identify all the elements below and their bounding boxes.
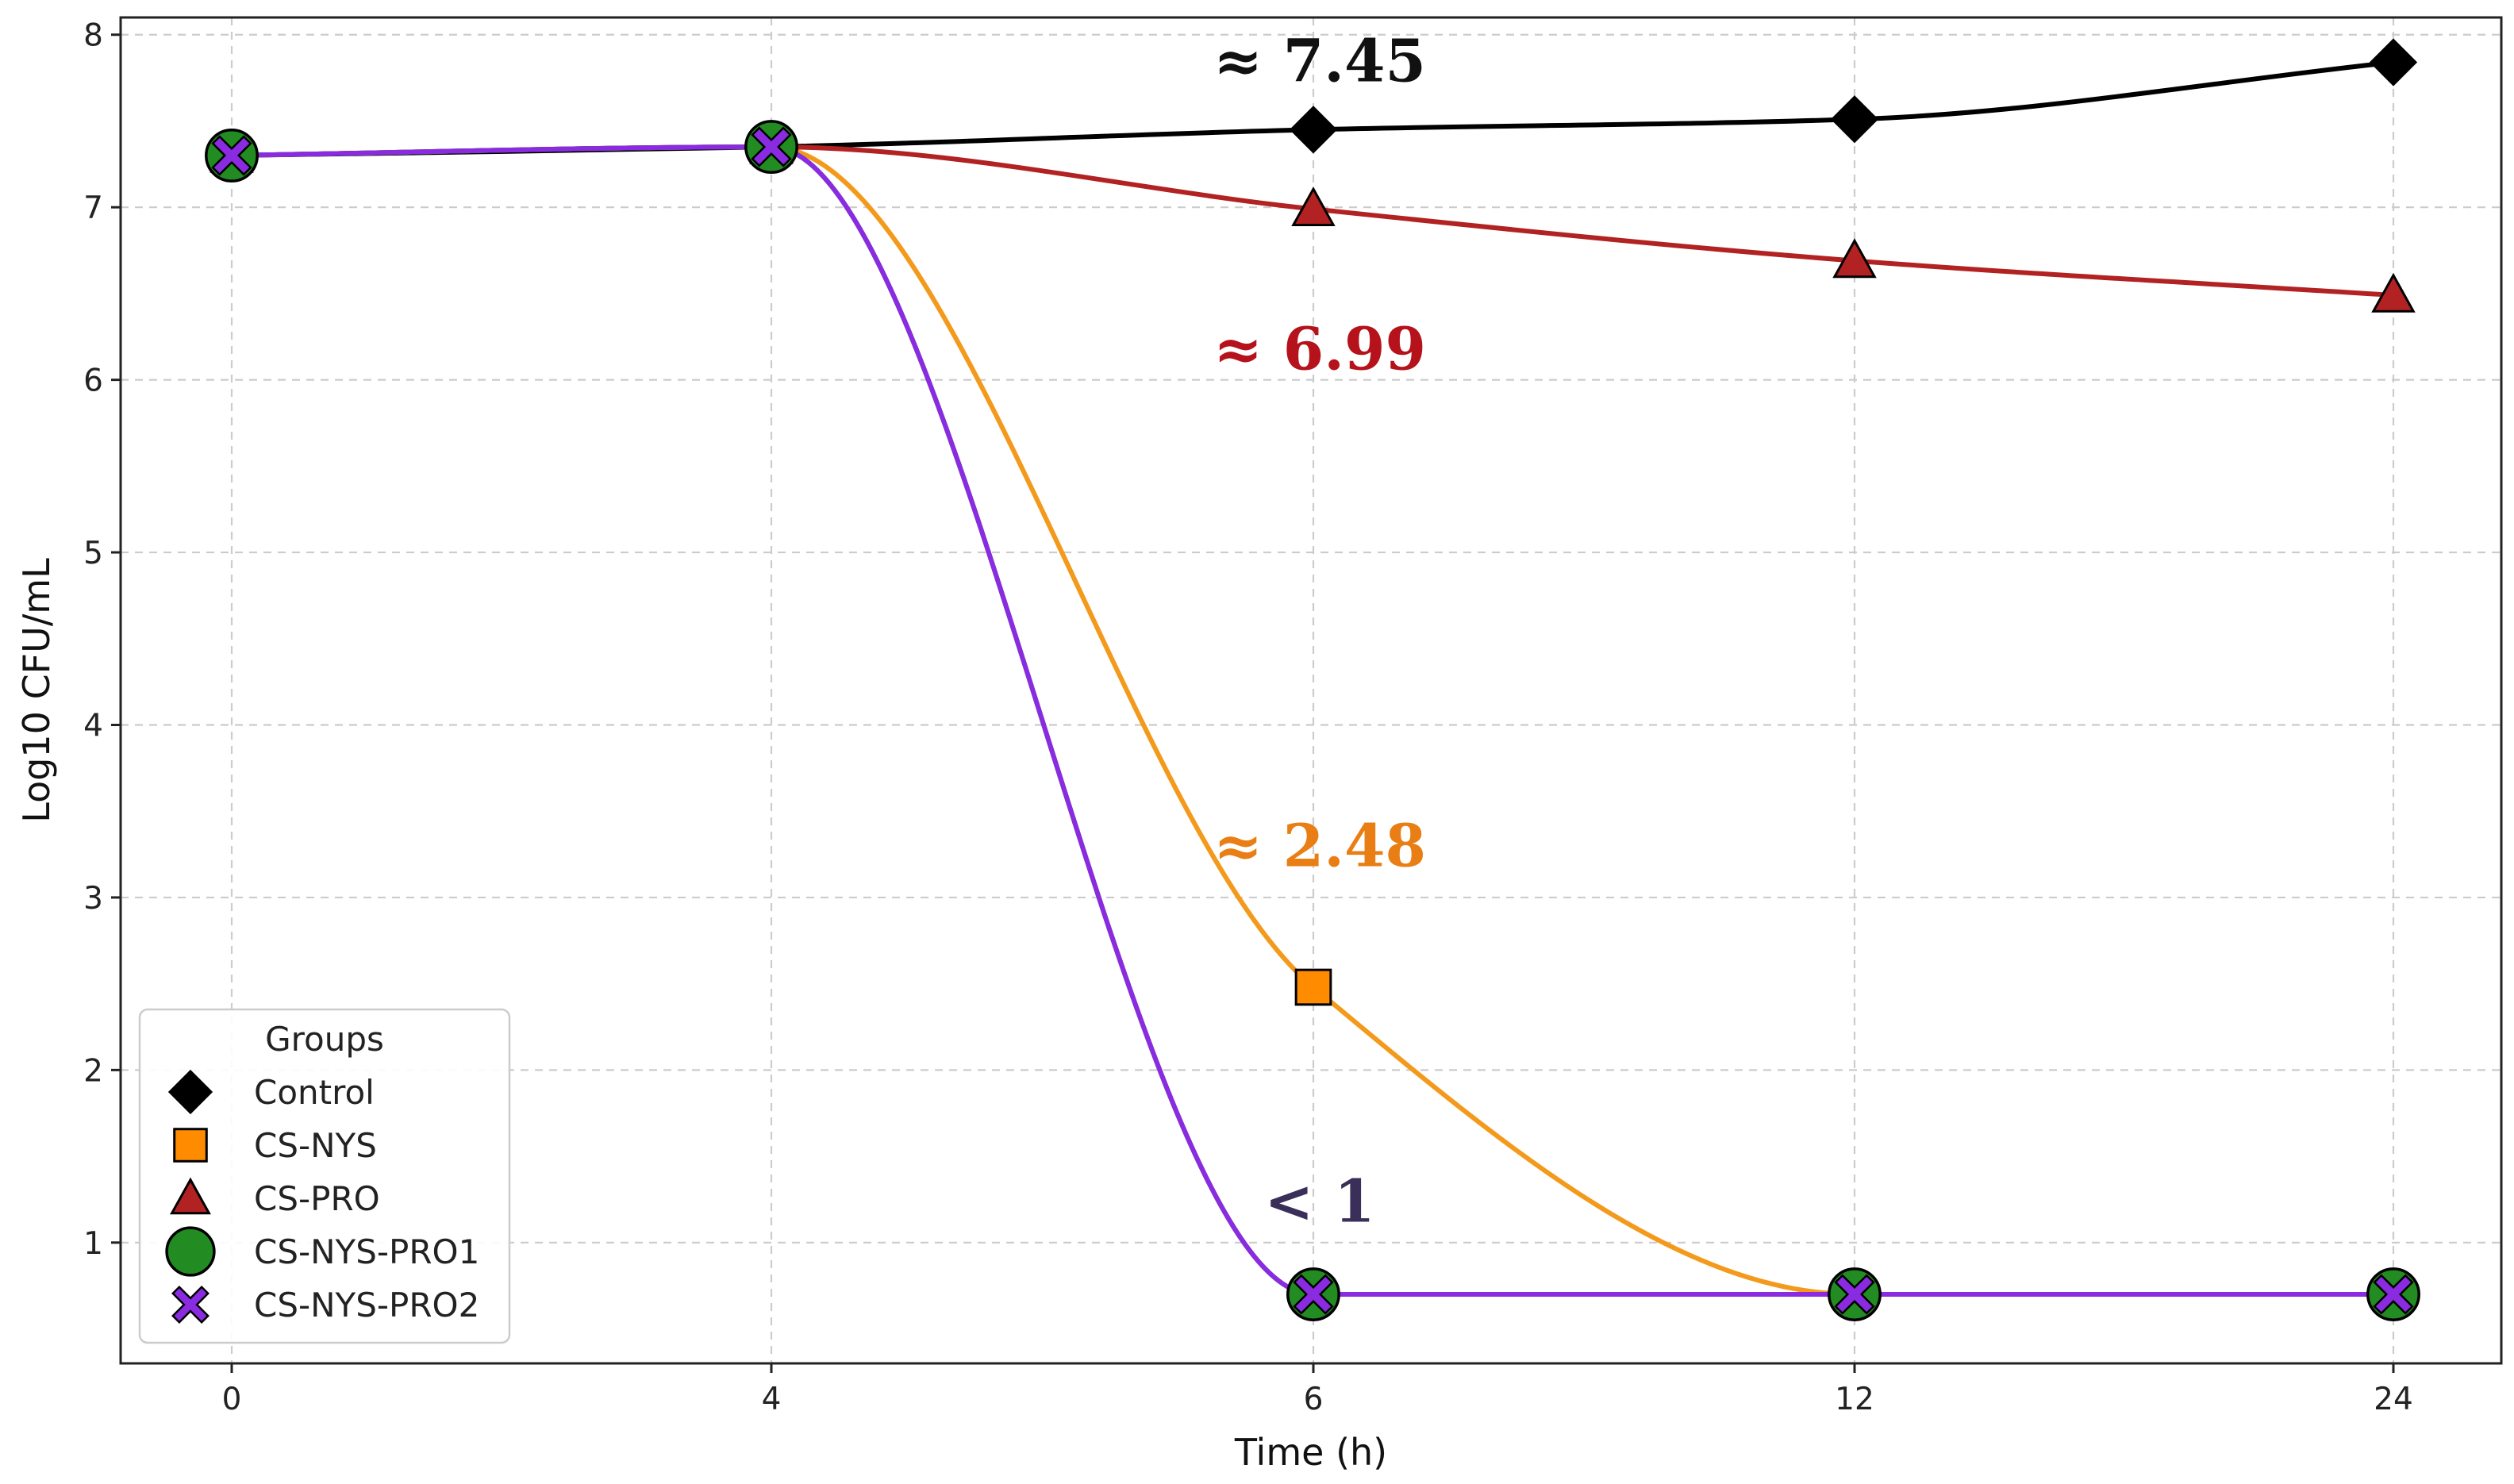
x-tick-label: 12	[1835, 1382, 1874, 1417]
marker-cs-nys-pro2-6h	[1293, 1274, 1334, 1315]
legend-marker-cs-pro	[170, 1177, 211, 1215]
y-tick-label: 2	[83, 1053, 103, 1089]
legend-marker-control	[167, 1069, 213, 1115]
marker-cs-nys-pro2-0h	[211, 135, 252, 176]
y-tick-label: 8	[83, 18, 103, 54]
y-tick-label: 1	[83, 1226, 103, 1262]
annotation-label: ≈ 2.48	[1213, 813, 1426, 881]
marker-control-6h	[1289, 106, 1338, 154]
legend-label-cs-nys: CS-NYS	[254, 1126, 377, 1165]
marker-cs-nys-pro2-12h	[1834, 1274, 1875, 1315]
plot-frame	[119, 16, 2503, 1365]
marker-cs-nys-pro2-4h	[751, 126, 792, 167]
annotation-label: ≈ 7.45	[1213, 27, 1426, 95]
legend-title: Groups	[265, 1020, 384, 1059]
annotation-label: < 1	[1264, 1168, 1374, 1236]
series-line-cs-nys-pro2	[229, 144, 2396, 1298]
marker-control-12h	[1830, 95, 1879, 144]
marker-control-24h	[2369, 38, 2418, 87]
y-axis-label: Log10 CFU/mL	[15, 558, 58, 823]
y-tick-label: 3	[83, 881, 103, 917]
series-markers	[205, 38, 2420, 1321]
legend: Groups Control CS-NYS CS-PRO CS-NYS-PRO1 CS-…	[138, 1008, 511, 1344]
marker-cs-pro-6h	[1291, 186, 1336, 227]
marker-cs-pro-24h	[2371, 272, 2416, 313]
x-axis-label: Time (h)	[1234, 1431, 1387, 1474]
y-tick-label: 6	[83, 363, 103, 399]
y-tick-label: 5	[83, 536, 103, 571]
marker-cs-nys-6h	[1294, 968, 1332, 1006]
y-tick-label: 7	[83, 190, 103, 226]
x-tick-label: 0	[222, 1382, 242, 1417]
series-lines	[229, 60, 2396, 1298]
legend-label-cs-nys-pro1: CS-NYS-PRO1	[254, 1232, 479, 1271]
x-tick-label: 6	[1304, 1382, 1324, 1417]
legend-marker-cs-nys-pro2	[171, 1286, 210, 1324]
legend-marker-cs-nys-pro1	[165, 1226, 216, 1277]
x-tick-label: 24	[2374, 1382, 2413, 1417]
annotation-label: ≈ 6.99	[1213, 315, 1426, 383]
legend-label-cs-nys-pro2: CS-NYS-PRO2	[254, 1286, 479, 1324]
legend-box	[138, 1008, 511, 1344]
marker-cs-pro-12h	[1832, 238, 1877, 279]
legend-label-control: Control	[254, 1073, 375, 1112]
y-tick-label: 4	[83, 708, 103, 744]
x-tick-label: 4	[762, 1382, 782, 1417]
marker-cs-nys-pro2-24h	[2373, 1274, 2414, 1315]
legend-label-cs-pro: CS-PRO	[254, 1179, 380, 1218]
annotations: ≈ 7.45 ≈ 6.99 ≈ 2.48 < 1	[1213, 27, 1426, 1236]
legend-marker-cs-nys	[173, 1128, 208, 1163]
